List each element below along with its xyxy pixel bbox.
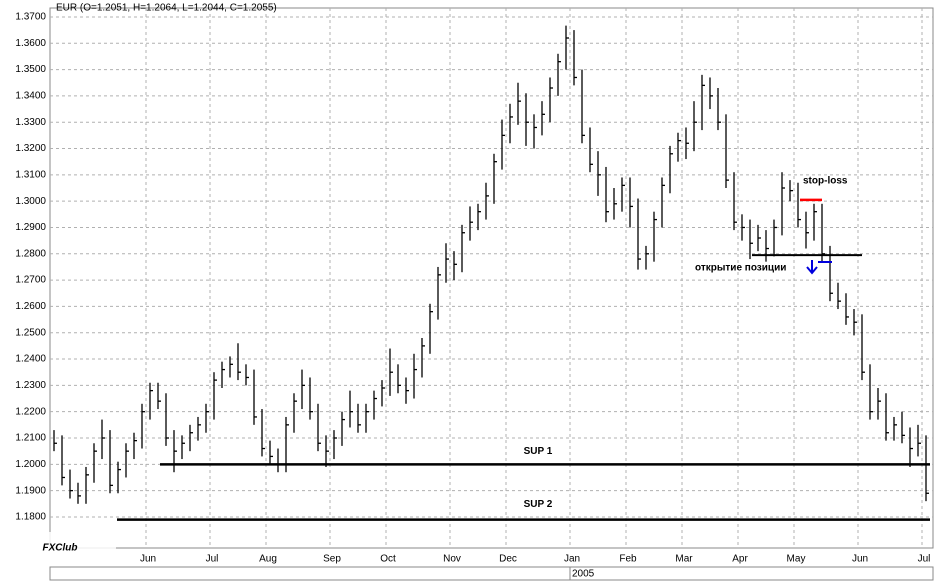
y-tick-label: 1.3000 (15, 196, 46, 207)
x-tick-label: Jun (140, 554, 156, 565)
logo: FXClub (43, 543, 78, 554)
x-tick-label: Oct (380, 554, 396, 565)
x-tick-label: Sep (323, 554, 341, 565)
y-tick-label: 1.2300 (15, 380, 46, 391)
y-tick-label: 1.3100 (15, 169, 46, 180)
y-tick-label: 1.3700 (15, 12, 46, 23)
x-tick-label: Jan (564, 554, 580, 565)
y-tick-label: 1.3500 (15, 64, 46, 75)
x-tick-label: Apr (732, 554, 748, 565)
period-label: 2005 (572, 569, 595, 580)
y-tick-label: 1.1800 (15, 512, 46, 523)
y-tick-label: 1.2700 (15, 275, 46, 286)
annotation-label: SUP 2 (524, 499, 553, 510)
y-tick-label: 1.2900 (15, 222, 46, 233)
y-tick-label: 1.2400 (15, 354, 46, 365)
y-tick-label: 1.2000 (15, 459, 46, 470)
x-tick-label: Jul (206, 554, 219, 565)
x-tick-label: Aug (259, 554, 277, 565)
x-tick-label: Nov (443, 554, 461, 565)
annotation-label: stop-loss (803, 175, 848, 186)
y-tick-label: 1.2600 (15, 301, 46, 312)
annotation-label: SUP 1 (524, 446, 553, 457)
y-tick-label: 1.3300 (15, 117, 46, 128)
y-tick-label: 1.2800 (15, 248, 46, 259)
y-tick-label: 1.2200 (15, 406, 46, 417)
y-tick-label: 1.1900 (15, 485, 46, 496)
x-tick-label: Mar (675, 554, 693, 565)
chart-title: EUR (O=1.2051, H=1.2064, L=1.2044, C=1.2… (56, 3, 277, 14)
logo-box (4, 532, 116, 562)
x-tick-label: May (787, 554, 806, 565)
y-tick-label: 1.2100 (15, 433, 46, 444)
entry-arrow (806, 260, 818, 275)
y-tick-label: 1.3200 (15, 143, 46, 154)
x-tick-label: Jul (918, 554, 931, 565)
x-tick-label: Jun (852, 554, 868, 565)
plot-frame (49, 7, 934, 549)
x-tick-label: Dec (499, 554, 517, 565)
annotation-label: открытие позиции (695, 263, 786, 274)
y-tick-label: 1.3400 (15, 91, 46, 102)
x-tick-label: Feb (619, 554, 637, 565)
y-tick-label: 1.2500 (15, 327, 46, 338)
period-row (49, 566, 934, 581)
y-tick-label: 1.3600 (15, 38, 46, 49)
